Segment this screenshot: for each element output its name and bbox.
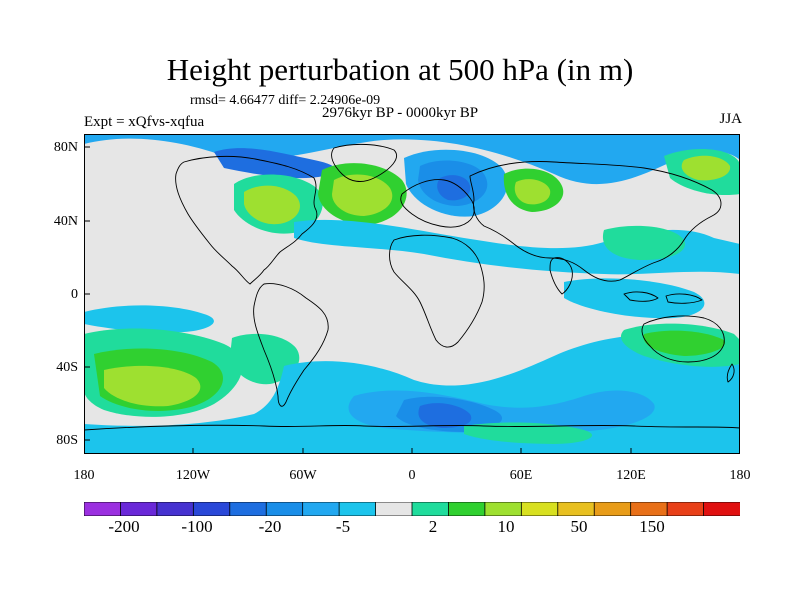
colorbar-label: 150 [639,517,665,536]
colorbar-label: 50 [570,517,588,536]
colorbar-swatch [703,502,740,516]
coastline-indonesia [623,291,703,304]
lat-tick-label: 80N [53,140,78,155]
colorbar-swatch [229,502,268,516]
coastline-new-zealand [726,363,735,383]
anomaly-region [418,403,472,428]
colorbar-swatch [84,502,122,516]
stats-line: rmsd= 4.66477 diff= 2.24906e-09 [190,93,381,108]
coastline-africa [389,234,485,348]
anomaly-region [244,185,300,225]
coastline-south-america [253,283,329,407]
lon-tick-label: 60E [509,468,533,483]
colorbar-swatch [156,502,195,516]
lat-tick-label: 40N [53,214,78,229]
lat-tick-label: 80S [56,433,78,448]
coastlines [84,143,740,431]
colorbar-label: -5 [335,517,351,536]
colorbar-swatch [265,502,304,516]
anomaly-region [681,155,731,181]
coastline-antarctica [84,424,740,431]
lon-tick-label: 0 [408,468,416,483]
colorbar-label: -100 [181,517,213,536]
tick-marks [84,146,632,454]
colorbar-label: 10 [497,517,515,536]
lon-tick-label: 60W [289,468,317,483]
colorbar-swatch [338,502,377,516]
anomaly-region [564,278,705,319]
anomaly-region [464,422,593,444]
lon-tick-label: 120E [616,468,646,483]
anomaly-region [437,175,471,201]
lat-tick-label: 0 [71,287,78,302]
colorbar-swatch [120,502,158,516]
colorbar-swatch [630,502,669,516]
experiment-label: Expt = xQfvs-xqfua [84,114,205,130]
colorbar-swatch [411,502,450,516]
colorbar-swatch [666,502,705,516]
anomaly-region [332,174,393,216]
lat-tick-label: 40S [56,360,78,375]
colorbar-label: 2 [428,517,438,536]
anomaly-region [84,134,740,185]
anomaly-region [230,333,300,385]
colorbar-swatch [593,502,632,516]
lon-tick-label: 120W [175,468,211,483]
period-label: 2976kyr BP - 0000kyr BP [321,105,479,121]
anomaly-region [602,225,686,260]
coastline-australia [641,315,725,363]
coastline-north-america [175,155,318,285]
colorbar-swatch [484,502,523,516]
lon-tick-label: 180 [729,468,751,483]
anomaly-region [104,365,201,407]
anomaly-region [514,179,551,205]
anomaly-region [294,219,740,275]
colorbar-swatch [557,502,596,516]
colorbar-label: -200 [108,517,140,536]
season-label: JJA [719,111,742,127]
map-panel [84,134,740,454]
lon-tick-label: 180 [73,468,95,483]
plot-title: Height perturbation at 500 hPa (in m) [166,52,634,87]
colorbar [84,502,740,516]
anomaly-region [84,305,214,333]
field-contours [84,134,740,454]
colorbar-swatch [192,502,231,516]
colorbar-swatch [302,502,341,516]
colorbar-swatch [448,502,486,516]
colorbar-swatch [520,502,559,516]
anomaly-region [643,330,725,356]
coastline-europe [400,179,475,228]
colorbar-swatch [375,502,413,516]
coastline-greenland [331,143,397,182]
coastline-india [549,257,573,295]
coastline-asia [469,161,722,282]
colorbar-label: -20 [258,517,282,536]
